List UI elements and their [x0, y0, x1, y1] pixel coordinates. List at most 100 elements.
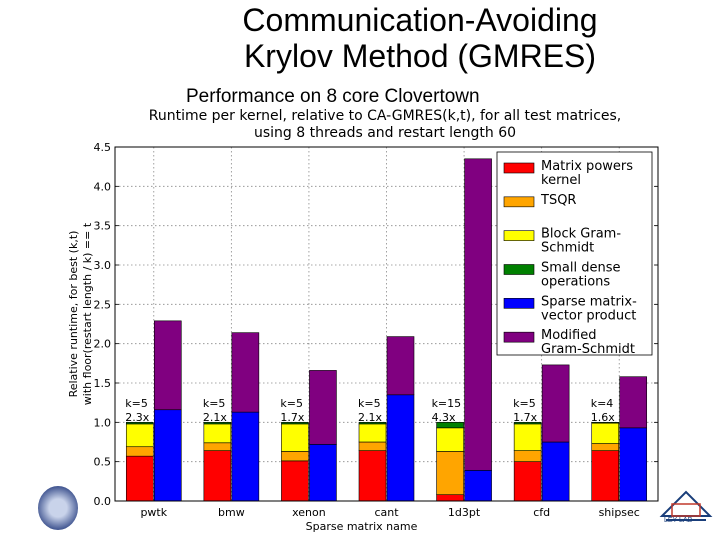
bar-segment-ca-gmres [513, 423, 542, 451]
chart-title-line-1: Runtime per kernel, relative to CA-GMRES… [148, 108, 622, 124]
bar-segment-ca-gmres [281, 423, 309, 452]
bar-segment-gmres [541, 364, 570, 443]
bar-segment-ca-gmres [203, 442, 232, 451]
bar-segment-gmres [153, 320, 182, 411]
bar-segment-ca-gmres [125, 422, 154, 425]
legend-label: TSQR [540, 193, 576, 208]
bar-segment-gmres [619, 427, 648, 502]
x-axis-label: Sparse matrix name [306, 520, 418, 533]
chart-title: Runtime per kernel, relative to CA-GMRES… [130, 108, 640, 142]
bar-segment-gmres [386, 336, 415, 396]
lab-logo [659, 490, 713, 521]
university-seal-logo [38, 486, 78, 530]
y-axis-label-line-1: Relative runtime, for best (k,t) [67, 231, 80, 398]
bar-segment-gmres [619, 376, 648, 429]
bar-annotation-k: k=15 [432, 397, 462, 410]
slide-subtitle: Performance on 8 core Clovertown [186, 86, 480, 107]
bar-segment-ca-gmres [591, 422, 620, 424]
y-tick-label: 0.5 [94, 456, 112, 469]
y-tick-label: 1.0 [94, 416, 112, 429]
bar-segment-gmres [541, 441, 570, 502]
bar-segment-gmres [309, 444, 337, 502]
slide-title: Communication-Avoiding Krylov Method (GM… [150, 2, 690, 74]
bar-segment-ca-gmres [358, 422, 387, 425]
bar-segment-ca-gmres [203, 423, 232, 444]
legend-label: Matrix powers kernel [541, 159, 633, 188]
bar-annotation-k: k=5 [513, 397, 536, 410]
bar-segment-ca-gmres [125, 455, 154, 502]
legend-label: Small dense operations [541, 261, 621, 290]
y-tick-label: 4.0 [94, 180, 112, 193]
bar-segment-gmres [464, 470, 492, 502]
bar-segment-ca-gmres [358, 441, 387, 451]
legend-swatch [503, 162, 535, 174]
bar-segment-ca-gmres [125, 423, 154, 448]
x-tick-label: shipsec [599, 506, 640, 519]
x-tick-label: bmw [218, 506, 245, 519]
bar-segment-ca-gmres [591, 450, 620, 502]
bar-segment-ca-gmres [203, 422, 232, 425]
chart-title-line-2: using 8 threads and restart length 60 [253, 125, 517, 141]
bar-segment-ca-gmres [281, 460, 309, 502]
bar-annotation-k: k=5 [203, 397, 226, 410]
y-tick-label: 1.5 [94, 377, 112, 390]
bar-segment-gmres [231, 332, 260, 413]
bar-annotation-speedup: 1.6x [591, 411, 615, 424]
bar-segment-ca-gmres [591, 422, 620, 444]
bar-segment-ca-gmres [281, 422, 309, 425]
slide-title-line-1: Communication-Avoiding [242, 2, 598, 38]
bar-segment-ca-gmres [513, 450, 542, 462]
bar-annotation-speedup: 4.3x [432, 411, 456, 424]
bar-annotation-k: k=4 [591, 397, 614, 410]
bar-segment-ca-gmres [281, 451, 309, 462]
legend-swatch [503, 196, 535, 208]
bar-segment-ca-gmres [591, 443, 620, 451]
y-tick-label: 3.0 [94, 259, 112, 272]
bar-segment-gmres [309, 370, 337, 445]
legend-label: Block Gram-Schmidt [541, 227, 621, 256]
y-tick-label: 3.5 [94, 220, 112, 233]
y-tick-label: 2.0 [94, 338, 112, 351]
bar-annotation-k: k=5 [280, 397, 303, 410]
bar-segment-gmres [153, 409, 182, 502]
bar-annotation-speedup: 1.7x [280, 411, 304, 424]
bar-annotation-speedup: 1.7x [513, 411, 537, 424]
legend-swatch [503, 264, 535, 275]
bar-segment-ca-gmres [358, 450, 387, 502]
y-tick-label: 4.5 [94, 141, 112, 154]
slide-title-line-2: Krylov Method (GMRES) [243, 38, 597, 74]
bar-segment-ca-gmres [513, 422, 542, 425]
lab-logo-text: LEY LAB [664, 517, 693, 524]
bar-segment-ca-gmres [203, 450, 232, 502]
x-tick-label: 1d3pt [448, 506, 481, 519]
y-tick-label: 0.0 [94, 495, 112, 508]
bar-segment-gmres [231, 411, 260, 502]
bar-segment-ca-gmres [436, 422, 464, 429]
legend-box [496, 151, 653, 356]
x-tick-label: pwtk [140, 506, 167, 519]
bar-annotation-speedup: 2.3x [125, 411, 149, 424]
bar-segment-ca-gmres [358, 423, 387, 443]
legend-label: Modified Gram-Schmidt [541, 328, 635, 357]
legend-swatch [503, 230, 535, 241]
bar-annotation-speedup: 2.1x [203, 411, 227, 424]
bar-segment-ca-gmres [436, 427, 464, 452]
bar-annotation-k: k=5 [125, 397, 148, 410]
bar-segment-ca-gmres [436, 451, 464, 496]
bar-segment-ca-gmres [436, 494, 464, 502]
legend-swatch [503, 331, 535, 343]
legend-swatch [503, 298, 535, 309]
bar-segment-ca-gmres [125, 446, 154, 457]
legend-label: Sparse matrix-vector product [541, 294, 637, 323]
bar-segment-gmres [386, 394, 415, 502]
bar-annotation-speedup: 2.1x [358, 411, 382, 424]
bar-segment-gmres [464, 158, 492, 471]
x-tick-label: cant [374, 506, 399, 519]
bar-segment-ca-gmres [513, 461, 542, 502]
y-tick-label: 2.5 [94, 298, 112, 311]
y-axis-label-line-2: with floor(restart length / k) == t [81, 222, 94, 405]
x-tick-label: cfd [533, 506, 550, 519]
x-tick-label: xenon [292, 506, 326, 519]
axes-frame [114, 146, 659, 502]
